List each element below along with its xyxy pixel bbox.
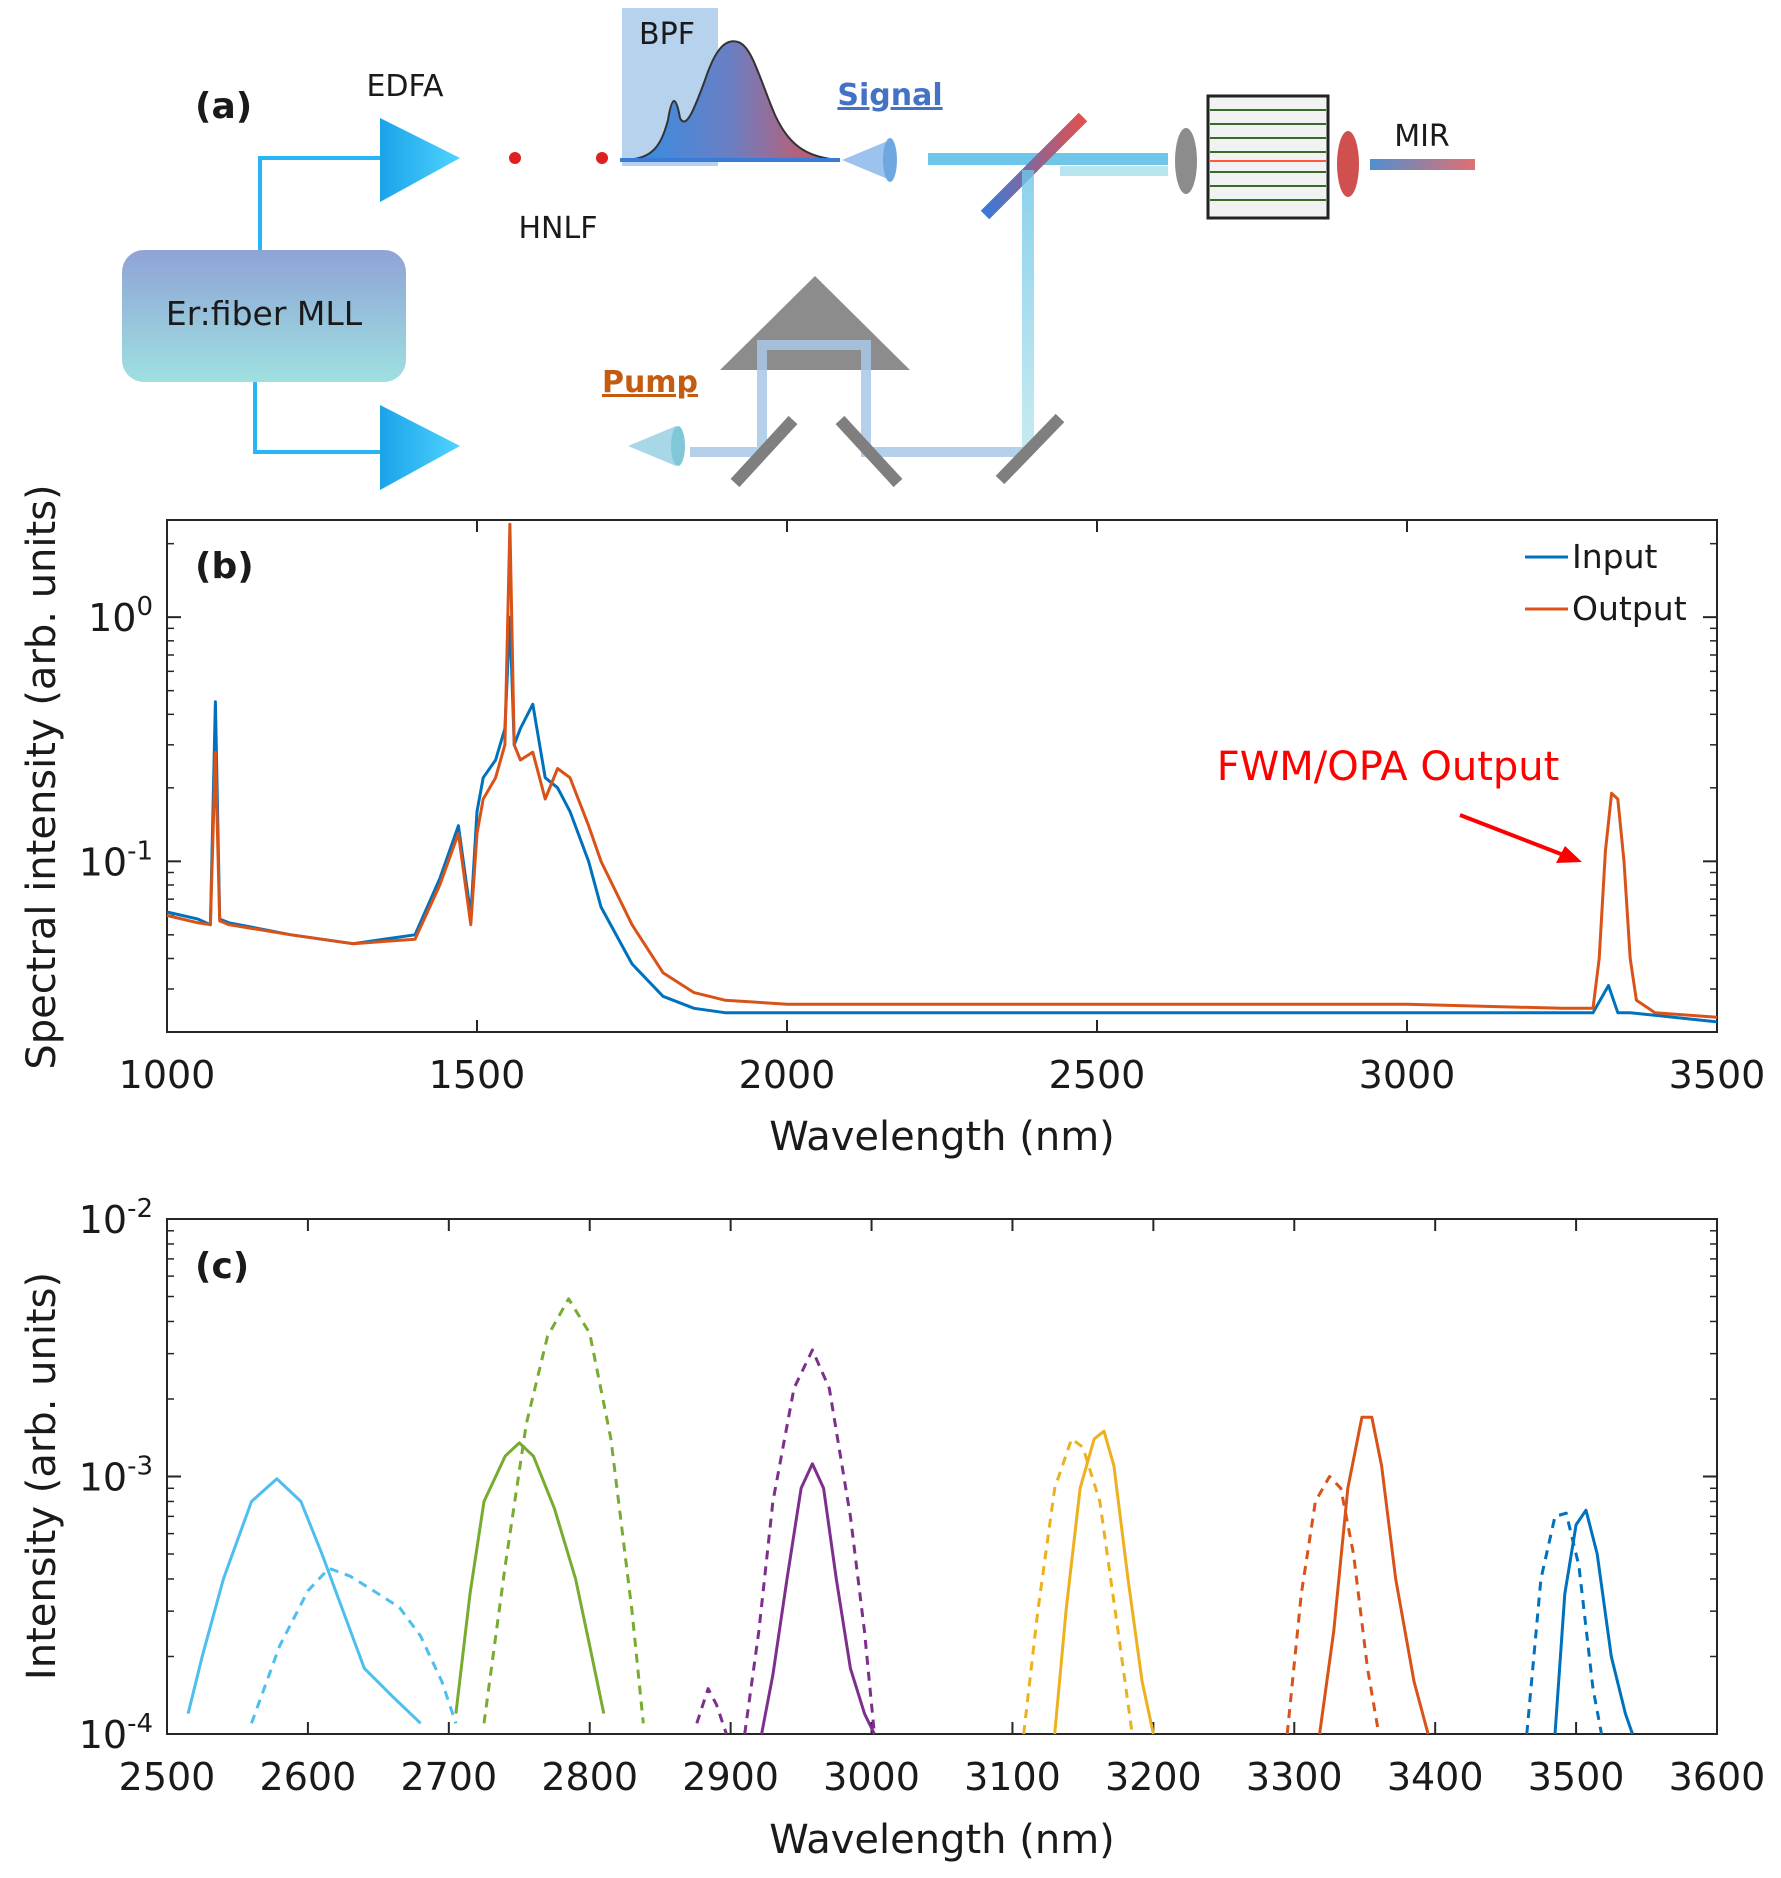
plot-c-ytick-label: 10-2 bbox=[79, 1194, 153, 1242]
spectrum-chart-c: 2500 2600 2700 2800 2900 3000 3100 3200 3300 3400… bbox=[19, 1194, 1765, 1863]
plot-b-ytick-label: 10-1 bbox=[79, 836, 153, 884]
plot-c-series-green-solid bbox=[454, 1441, 606, 1714]
plot-b-series bbox=[166, 522, 1718, 1024]
plot-b-legend: Input Output bbox=[1525, 537, 1687, 628]
plot-c-series-blue-dashed bbox=[1525, 1511, 1603, 1735]
bpf-label: BPF bbox=[639, 17, 695, 52]
plot-c-frame bbox=[166, 1218, 1718, 1735]
fold-mirror-icon bbox=[995, 413, 1065, 485]
plot-b-xtick-label: 2000 bbox=[739, 1053, 836, 1097]
pump-collimator-icon bbox=[628, 426, 676, 466]
plot-c-ticks: 2500 2600 2700 2800 2900 3000 3100 3200 3300 3400… bbox=[79, 1194, 1766, 1799]
plot-c-xtick-label: 2700 bbox=[400, 1755, 497, 1799]
plot-b-series-output bbox=[166, 522, 1718, 1019]
plot-b-xlabel: Wavelength (nm) bbox=[769, 1114, 1115, 1160]
edfa-upper-icon bbox=[380, 118, 460, 202]
signal-lens-icon bbox=[883, 138, 897, 182]
annotation-arrowhead-icon bbox=[1556, 846, 1582, 863]
delay-mirror-icon bbox=[730, 415, 798, 488]
panel-c-label: (c) bbox=[195, 1246, 249, 1287]
edfa-lower-icon bbox=[380, 405, 460, 490]
plot-b-series-input bbox=[166, 615, 1718, 1024]
plot-b-xtick-label: 1500 bbox=[429, 1053, 526, 1097]
plot-b-frame bbox=[166, 519, 1718, 1033]
plot-c-xtick-label: 3600 bbox=[1669, 1755, 1766, 1799]
er-fiber-mll-box bbox=[122, 250, 406, 382]
legend-input: Input bbox=[1572, 537, 1658, 576]
hnlf-label: HNLF bbox=[519, 211, 598, 246]
ppln-crystal-icon bbox=[1206, 94, 1330, 220]
plot-b-ylabel: Spectral intensity (arb. units) bbox=[19, 484, 65, 1069]
plot-c-series-yellow-dashed bbox=[1022, 1437, 1134, 1735]
plot-c-xtick-label: 3000 bbox=[823, 1755, 920, 1799]
spectrum-shape-icon bbox=[619, 40, 841, 161]
signal-label: Signal bbox=[837, 78, 942, 113]
plot-c-xtick-label: 3100 bbox=[964, 1755, 1061, 1799]
focusing-lens-icon bbox=[1175, 128, 1197, 194]
plot-c-series bbox=[186, 1297, 1634, 1735]
plot-c-ylabel: Intensity (arb. units) bbox=[19, 1272, 65, 1680]
plot-c-xtick-label: 2900 bbox=[682, 1755, 779, 1799]
lower-fiber bbox=[253, 382, 385, 454]
plot-c-series-yellow-solid bbox=[1053, 1429, 1155, 1735]
collimating-lens-icon bbox=[1337, 131, 1359, 197]
plot-c-xlabel: Wavelength (nm) bbox=[769, 1817, 1115, 1863]
panel-a-label: (a) bbox=[195, 86, 252, 127]
pump-vertical-beam bbox=[1022, 170, 1034, 452]
plot-c-series-orange-solid bbox=[1318, 1415, 1430, 1735]
combined-beam bbox=[1060, 166, 1168, 176]
annotation-arrow bbox=[1459, 813, 1567, 858]
plot-c-xtick-label: 3200 bbox=[1105, 1755, 1202, 1799]
laser-label: Er:fiber MLL bbox=[166, 294, 363, 333]
edfa-label: EDFA bbox=[366, 69, 444, 104]
spectrum-chart-b: 1000 1500 2000 2500 3000 3500 10-1 100 (b) Wave… bbox=[19, 484, 1765, 1160]
plot-c-series-purple-dashed bbox=[743, 1348, 876, 1735]
pump-delay-beam bbox=[690, 340, 1028, 457]
plot-c-xtick-label: 2500 bbox=[119, 1755, 216, 1799]
plot-b-ticks: 1000 1500 2000 2500 3000 3500 10-1 100 bbox=[79, 520, 1766, 1097]
setup-diagram: (a) Er:fiber MLL EDFA HNLF BPF Signal bbox=[122, 8, 1475, 490]
legend-output: Output bbox=[1572, 589, 1687, 628]
pump-label: Pump bbox=[602, 365, 698, 400]
plot-c-series-blue-solid bbox=[1553, 1508, 1634, 1735]
fwm-annotation: FWM/OPA Output bbox=[1217, 744, 1560, 790]
splice-point-icon bbox=[509, 152, 521, 164]
plot-b-ytick-label: 100 bbox=[88, 592, 153, 640]
plot-c-series-purple-solid bbox=[760, 1462, 876, 1735]
prism-icon bbox=[720, 276, 910, 370]
plot-c-xtick-label: 2800 bbox=[541, 1755, 638, 1799]
mir-beam bbox=[1370, 159, 1475, 170]
plot-b-xtick-label: 2500 bbox=[1049, 1053, 1146, 1097]
panel-b-label: (b) bbox=[195, 546, 254, 587]
plot-c-series-orange-dashed bbox=[1285, 1475, 1381, 1735]
splice-point-icon bbox=[596, 152, 608, 164]
plot-c-series-light-blue-dashed bbox=[250, 1566, 458, 1724]
plot-c-series-purple-dashed-small bbox=[695, 1687, 728, 1735]
plot-c-xtick-label: 3400 bbox=[1387, 1755, 1484, 1799]
plot-c-xtick-label: 3500 bbox=[1528, 1755, 1625, 1799]
plot-c-ytick-label: 10-4 bbox=[79, 1709, 153, 1757]
plot-c-ytick-label: 10-3 bbox=[79, 1452, 153, 1500]
upper-fiber bbox=[258, 156, 385, 250]
delay-mirror-icon bbox=[835, 415, 903, 488]
dichroic-mirror-icon bbox=[980, 112, 1088, 220]
pump-lens-icon bbox=[671, 426, 685, 466]
plot-c-xtick-label: 3300 bbox=[1246, 1755, 1343, 1799]
plot-b-xtick-label: 1000 bbox=[119, 1053, 216, 1097]
plot-c-series-light-blue-solid bbox=[186, 1477, 422, 1725]
plot-b-xtick-label: 3000 bbox=[1359, 1053, 1456, 1097]
signal-collimator-icon bbox=[842, 140, 890, 180]
mir-label: MIR bbox=[1394, 119, 1450, 154]
plot-b-xtick-label: 3500 bbox=[1669, 1053, 1766, 1097]
plot-c-xtick-label: 2600 bbox=[260, 1755, 357, 1799]
crystal-stripes-icon bbox=[1210, 109, 1326, 201]
plot-c-series-green-dashed bbox=[482, 1297, 645, 1724]
